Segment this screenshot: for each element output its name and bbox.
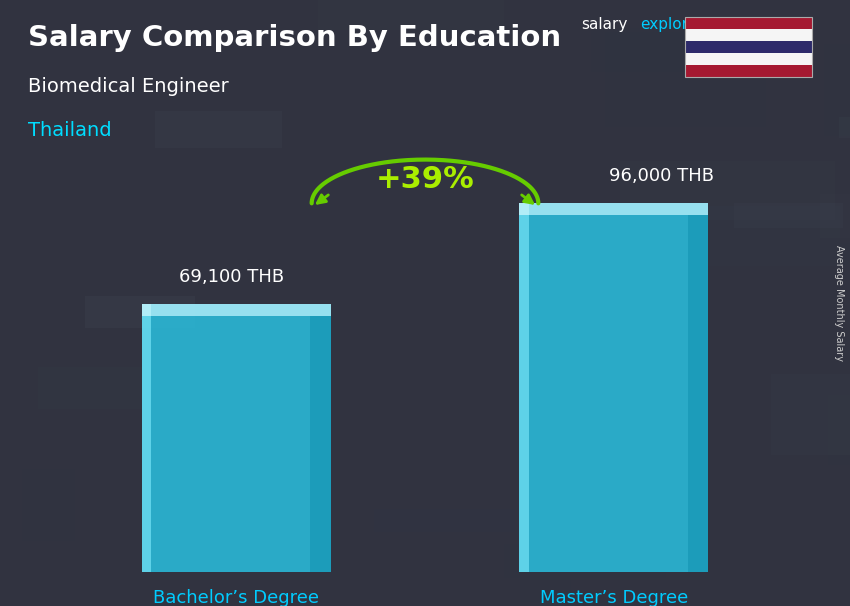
Bar: [519, 216, 529, 572]
FancyBboxPatch shape: [647, 206, 840, 266]
Bar: [685, 29, 813, 41]
FancyBboxPatch shape: [604, 32, 767, 127]
FancyBboxPatch shape: [155, 112, 282, 148]
Bar: [142, 316, 331, 572]
FancyBboxPatch shape: [820, 194, 850, 238]
FancyBboxPatch shape: [520, 539, 571, 602]
Text: Biomedical Engineer: Biomedical Engineer: [28, 78, 230, 96]
Bar: [519, 216, 708, 572]
FancyBboxPatch shape: [772, 374, 850, 455]
Bar: [685, 65, 813, 78]
Bar: [685, 41, 813, 53]
Bar: [685, 53, 813, 65]
FancyBboxPatch shape: [828, 395, 850, 465]
Text: Master’s Degree: Master’s Degree: [540, 589, 688, 606]
Bar: [142, 304, 331, 316]
Text: Bachelor’s Degree: Bachelor’s Degree: [153, 589, 319, 606]
FancyBboxPatch shape: [734, 203, 843, 228]
Text: 69,100 THB: 69,100 THB: [178, 268, 284, 286]
Text: Salary Comparison By Education: Salary Comparison By Education: [28, 24, 562, 52]
FancyBboxPatch shape: [374, 509, 515, 532]
Bar: [688, 216, 708, 572]
FancyBboxPatch shape: [801, 243, 850, 265]
Text: explorer.com: explorer.com: [640, 17, 740, 32]
Bar: [685, 17, 813, 78]
FancyBboxPatch shape: [85, 296, 196, 328]
Text: Thailand: Thailand: [28, 121, 112, 140]
Bar: [685, 17, 813, 29]
FancyBboxPatch shape: [503, 544, 666, 578]
Bar: [309, 316, 331, 572]
FancyBboxPatch shape: [839, 118, 850, 138]
FancyBboxPatch shape: [591, 28, 756, 73]
Text: +39%: +39%: [376, 165, 474, 194]
FancyBboxPatch shape: [319, 0, 504, 30]
Text: Average Monthly Salary: Average Monthly Salary: [834, 245, 844, 361]
Bar: [142, 316, 151, 572]
FancyBboxPatch shape: [824, 67, 850, 102]
Text: salary: salary: [581, 17, 627, 32]
Text: 96,000 THB: 96,000 THB: [609, 167, 714, 185]
FancyBboxPatch shape: [38, 367, 159, 409]
FancyBboxPatch shape: [21, 469, 75, 541]
Bar: [519, 204, 708, 216]
FancyBboxPatch shape: [620, 161, 835, 219]
Bar: [519, 204, 529, 216]
FancyBboxPatch shape: [824, 44, 850, 136]
Bar: [142, 304, 151, 316]
